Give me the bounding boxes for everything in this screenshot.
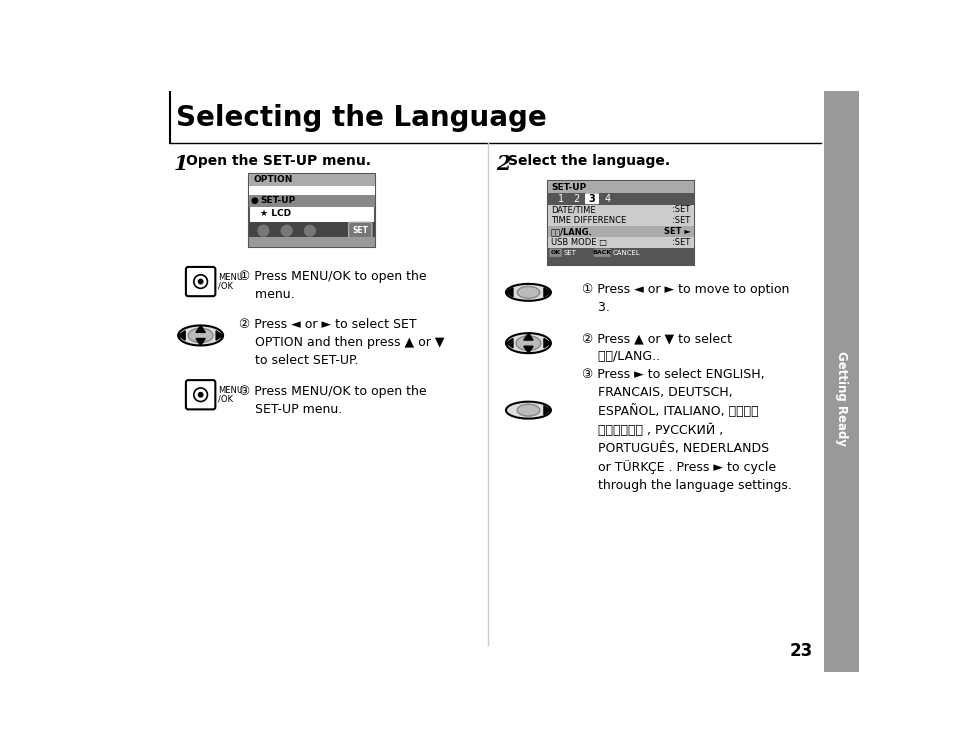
- FancyBboxPatch shape: [186, 267, 215, 296]
- Polygon shape: [195, 338, 205, 346]
- Text: 1: 1: [173, 154, 188, 174]
- Bar: [547, 248, 693, 264]
- Text: 23: 23: [789, 643, 812, 661]
- Text: 2: 2: [573, 194, 579, 204]
- Text: OPTION: OPTION: [253, 175, 293, 184]
- Text: OK: OK: [550, 250, 560, 255]
- Bar: [547, 215, 693, 226]
- Bar: [249, 221, 375, 247]
- Text: /OK: /OK: [217, 395, 233, 404]
- FancyBboxPatch shape: [348, 222, 372, 239]
- Bar: [547, 181, 693, 264]
- Ellipse shape: [178, 325, 223, 346]
- Bar: [547, 181, 693, 193]
- Text: SET-UP: SET-UP: [551, 183, 586, 192]
- Text: 2: 2: [496, 154, 510, 174]
- Text: ① Press MENU/OK to open the
    menu.: ① Press MENU/OK to open the menu.: [239, 270, 427, 301]
- Circle shape: [193, 388, 207, 402]
- Polygon shape: [505, 288, 513, 297]
- Text: TIME DIFFERENCE: TIME DIFFERENCE: [550, 216, 625, 225]
- Bar: [547, 205, 693, 215]
- Text: /OK: /OK: [217, 282, 233, 291]
- Text: USB MODE □: USB MODE □: [550, 238, 606, 247]
- Text: ③ Press ► to select ENGLISH,
    FRANCAIS, DEUTSCH,
    ESPAÑOL, ITALIANO, 中文简，
: ③ Press ► to select ENGLISH, FRANCAIS, D…: [581, 368, 791, 492]
- Text: Selecting the Language: Selecting the Language: [175, 104, 546, 132]
- Ellipse shape: [505, 333, 550, 353]
- Circle shape: [281, 225, 292, 236]
- Bar: [547, 226, 693, 237]
- Bar: [249, 186, 375, 195]
- Text: SET-UP: SET-UP: [260, 196, 295, 205]
- Bar: [249, 174, 375, 247]
- FancyBboxPatch shape: [584, 193, 598, 204]
- Polygon shape: [543, 338, 550, 348]
- Bar: [249, 195, 375, 207]
- Bar: [249, 174, 375, 186]
- Bar: [249, 237, 375, 247]
- Circle shape: [252, 198, 257, 203]
- Ellipse shape: [517, 286, 539, 298]
- Polygon shape: [216, 331, 223, 340]
- Polygon shape: [523, 333, 533, 340]
- Ellipse shape: [188, 328, 213, 343]
- Polygon shape: [523, 347, 533, 353]
- Text: MENU: MENU: [217, 387, 242, 396]
- FancyBboxPatch shape: [549, 248, 561, 257]
- Circle shape: [304, 225, 315, 236]
- Polygon shape: [505, 338, 513, 348]
- Ellipse shape: [505, 402, 550, 418]
- Text: ① Press ◄ or ► to move to option
    3.: ① Press ◄ or ► to move to option 3.: [581, 283, 788, 314]
- Circle shape: [193, 275, 207, 288]
- Text: ② Press ◄ or ► to select SET
    OPTION and then press ▲ or ▼
    to select SET-: ② Press ◄ or ► to select SET OPTION and …: [239, 318, 444, 367]
- Text: 言語/LANG.: 言語/LANG.: [550, 227, 592, 236]
- Ellipse shape: [517, 404, 539, 416]
- Text: 1: 1: [558, 194, 563, 204]
- Text: Open the SET-UP menu.: Open the SET-UP menu.: [186, 154, 371, 168]
- Circle shape: [257, 225, 269, 236]
- Text: ★ LCD: ★ LCD: [260, 208, 291, 217]
- Text: ② Press ▲ or ▼ to select
    言語/LANG..: ② Press ▲ or ▼ to select 言語/LANG..: [581, 332, 731, 363]
- Circle shape: [198, 393, 203, 397]
- Text: SET ►: SET ►: [663, 227, 690, 236]
- Text: :SET: :SET: [672, 238, 690, 247]
- FancyBboxPatch shape: [593, 248, 610, 257]
- Ellipse shape: [516, 336, 540, 350]
- Text: ③ Press MENU/OK to open the
    SET-UP menu.: ③ Press MENU/OK to open the SET-UP menu.: [239, 385, 427, 416]
- Text: BACK: BACK: [592, 250, 611, 255]
- Ellipse shape: [505, 284, 550, 300]
- Text: Getting Ready: Getting Ready: [834, 351, 847, 446]
- Polygon shape: [543, 288, 550, 297]
- Text: :SET: :SET: [672, 216, 690, 225]
- Polygon shape: [178, 331, 185, 340]
- Text: MENU: MENU: [217, 273, 242, 282]
- Polygon shape: [195, 325, 205, 332]
- Circle shape: [198, 279, 203, 284]
- Bar: [547, 237, 693, 248]
- Bar: [823, 91, 858, 672]
- Bar: [547, 193, 693, 205]
- FancyBboxPatch shape: [186, 380, 215, 409]
- Text: SET: SET: [562, 250, 576, 256]
- Text: 3: 3: [588, 194, 595, 204]
- Text: Select the language.: Select the language.: [508, 154, 670, 168]
- Polygon shape: [543, 405, 550, 414]
- Text: 4: 4: [604, 194, 610, 204]
- Text: CANCEL: CANCEL: [612, 250, 640, 256]
- Text: DATE/TIME: DATE/TIME: [550, 205, 595, 214]
- Text: :SET: :SET: [672, 205, 690, 214]
- Text: SET: SET: [352, 226, 368, 236]
